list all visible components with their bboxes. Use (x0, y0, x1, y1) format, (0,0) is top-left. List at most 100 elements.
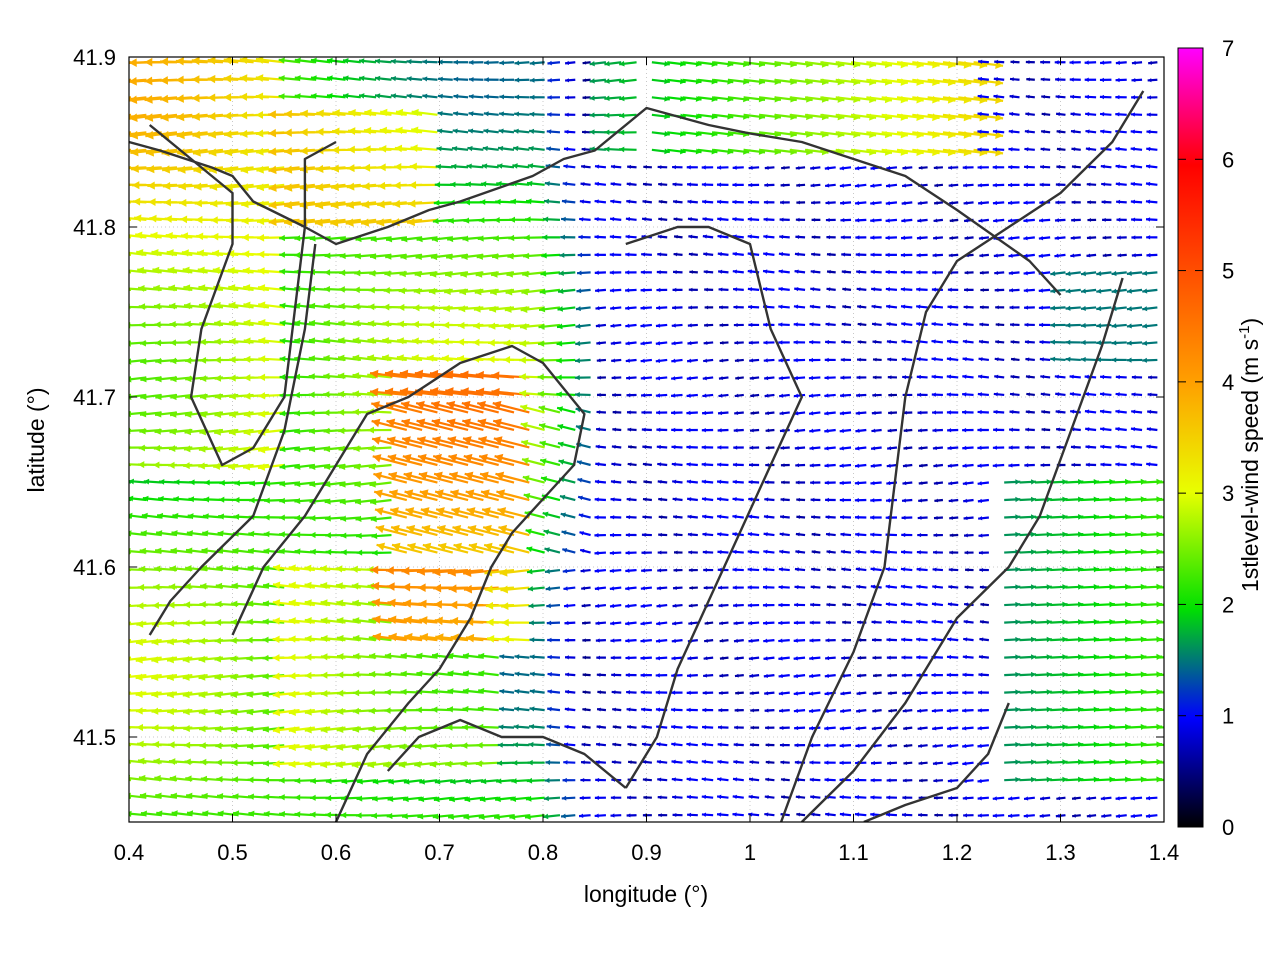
wind-arrow (808, 673, 821, 679)
wind-arrow (764, 691, 775, 696)
wind-arrow (734, 656, 744, 661)
wind-arrow (716, 794, 729, 800)
wind-arrow (597, 690, 607, 695)
wind-arrow (717, 777, 729, 782)
wind-arrow (1065, 689, 1084, 695)
wind-arrow (561, 795, 576, 801)
wind-arrow (947, 761, 959, 766)
colorbar-strip (1177, 47, 1204, 828)
wind-arrow (496, 778, 515, 785)
wind-arrow (748, 794, 760, 799)
wind-arrow (202, 810, 224, 817)
wind-arrow (433, 796, 453, 803)
y-tick-label: 41.7 (73, 385, 116, 410)
wind-arrow (449, 796, 469, 803)
wind-arrow (1065, 706, 1084, 713)
wind-arrow (1039, 796, 1051, 801)
wind-arrow (734, 673, 744, 678)
wind-arrow (499, 671, 515, 677)
wind-arrow (670, 707, 683, 712)
colorbar-tick-label: 1 (1222, 704, 1234, 729)
wind-arrow (856, 691, 867, 696)
wind-arrow (658, 813, 668, 818)
wind-arrow (596, 707, 607, 712)
wind-arrow (1050, 759, 1068, 765)
wind-arrow (932, 743, 944, 749)
wind-arrow (702, 690, 714, 695)
wind-arrow (129, 271, 132, 274)
wind-arrow (978, 690, 989, 695)
wind-arrow (262, 726, 285, 733)
wind-arrow (431, 652, 453, 659)
colorbar: 0 1 2 3 4 5 6 7 1stlevel-wind speed (m s-1) (1177, 36, 1263, 840)
wind-arrow (779, 708, 790, 713)
wind-arrow (809, 743, 821, 748)
wind-arrow (916, 655, 928, 660)
wind-arrow (462, 652, 484, 660)
wind-arrow (655, 673, 668, 678)
wind-arrow (719, 638, 729, 643)
wind-arrow (1050, 706, 1068, 713)
wind-arrow (499, 688, 515, 694)
wind-arrow (129, 621, 132, 624)
wind-arrow (404, 632, 438, 642)
wind-arrow (977, 778, 990, 784)
wind-arrow (129, 778, 132, 782)
colorbar-tick-label: 4 (1222, 370, 1234, 395)
wind-arrow (855, 743, 867, 748)
wind-arrow (793, 638, 806, 643)
wind-arrow (902, 708, 913, 713)
wind-arrow (1004, 776, 1021, 783)
wind-arrow (1004, 636, 1021, 643)
wind-arrow (686, 673, 698, 678)
wind-arrow (129, 201, 132, 204)
wind-arrow (582, 672, 591, 677)
wind-arrow (686, 724, 698, 730)
wind-arrow (824, 743, 836, 748)
wind-arrow (825, 638, 836, 643)
wind-arrow (686, 707, 698, 713)
wind-arrow (701, 777, 714, 782)
wind-arrow (916, 690, 928, 696)
wind-arrow (129, 253, 132, 256)
wind-arrow (1019, 706, 1037, 713)
wind-arrow (764, 812, 775, 817)
wind-arrow (764, 794, 775, 799)
wind-arrow (129, 796, 132, 799)
wind-arrow (901, 673, 913, 678)
wind-arrow (855, 708, 867, 713)
wind-arrow (655, 690, 668, 695)
wind-arrow (129, 323, 132, 327)
wind-arrow (687, 656, 698, 661)
wind-arrow (384, 652, 407, 660)
wind-arrow (1050, 776, 1068, 783)
x-tick-label: 0.5 (217, 840, 248, 865)
wind-arrow (129, 183, 132, 186)
wind-arrow (946, 708, 959, 713)
wind-arrow (387, 615, 423, 625)
wind-arrow (656, 621, 668, 626)
wind-arrow (547, 672, 561, 677)
wind-arrow (839, 726, 852, 731)
wind-arrow (447, 670, 469, 677)
wind-arrow (1034, 706, 1052, 713)
wind-arrow (1145, 813, 1158, 819)
wind-arrow (808, 725, 821, 731)
wind-arrow (545, 759, 560, 765)
wind-arrow (1019, 689, 1037, 695)
wind-arrow (497, 742, 515, 748)
wind-arrow (1034, 776, 1052, 783)
wind-arrow (870, 760, 882, 766)
wind-arrow (735, 691, 744, 695)
wind-arrow (686, 794, 698, 800)
wind-arrow (1034, 689, 1052, 695)
wind-arrow (916, 637, 928, 642)
y-axis-title: latitude (°) (23, 387, 49, 492)
wind-arrow (1157, 673, 1164, 677)
wind-arrow (810, 794, 821, 800)
wind-arrow (702, 707, 714, 713)
wind-arrow (733, 638, 744, 643)
wind-arrow (1101, 813, 1112, 819)
wind-arrow (580, 778, 591, 783)
wind-arrow (886, 795, 897, 800)
